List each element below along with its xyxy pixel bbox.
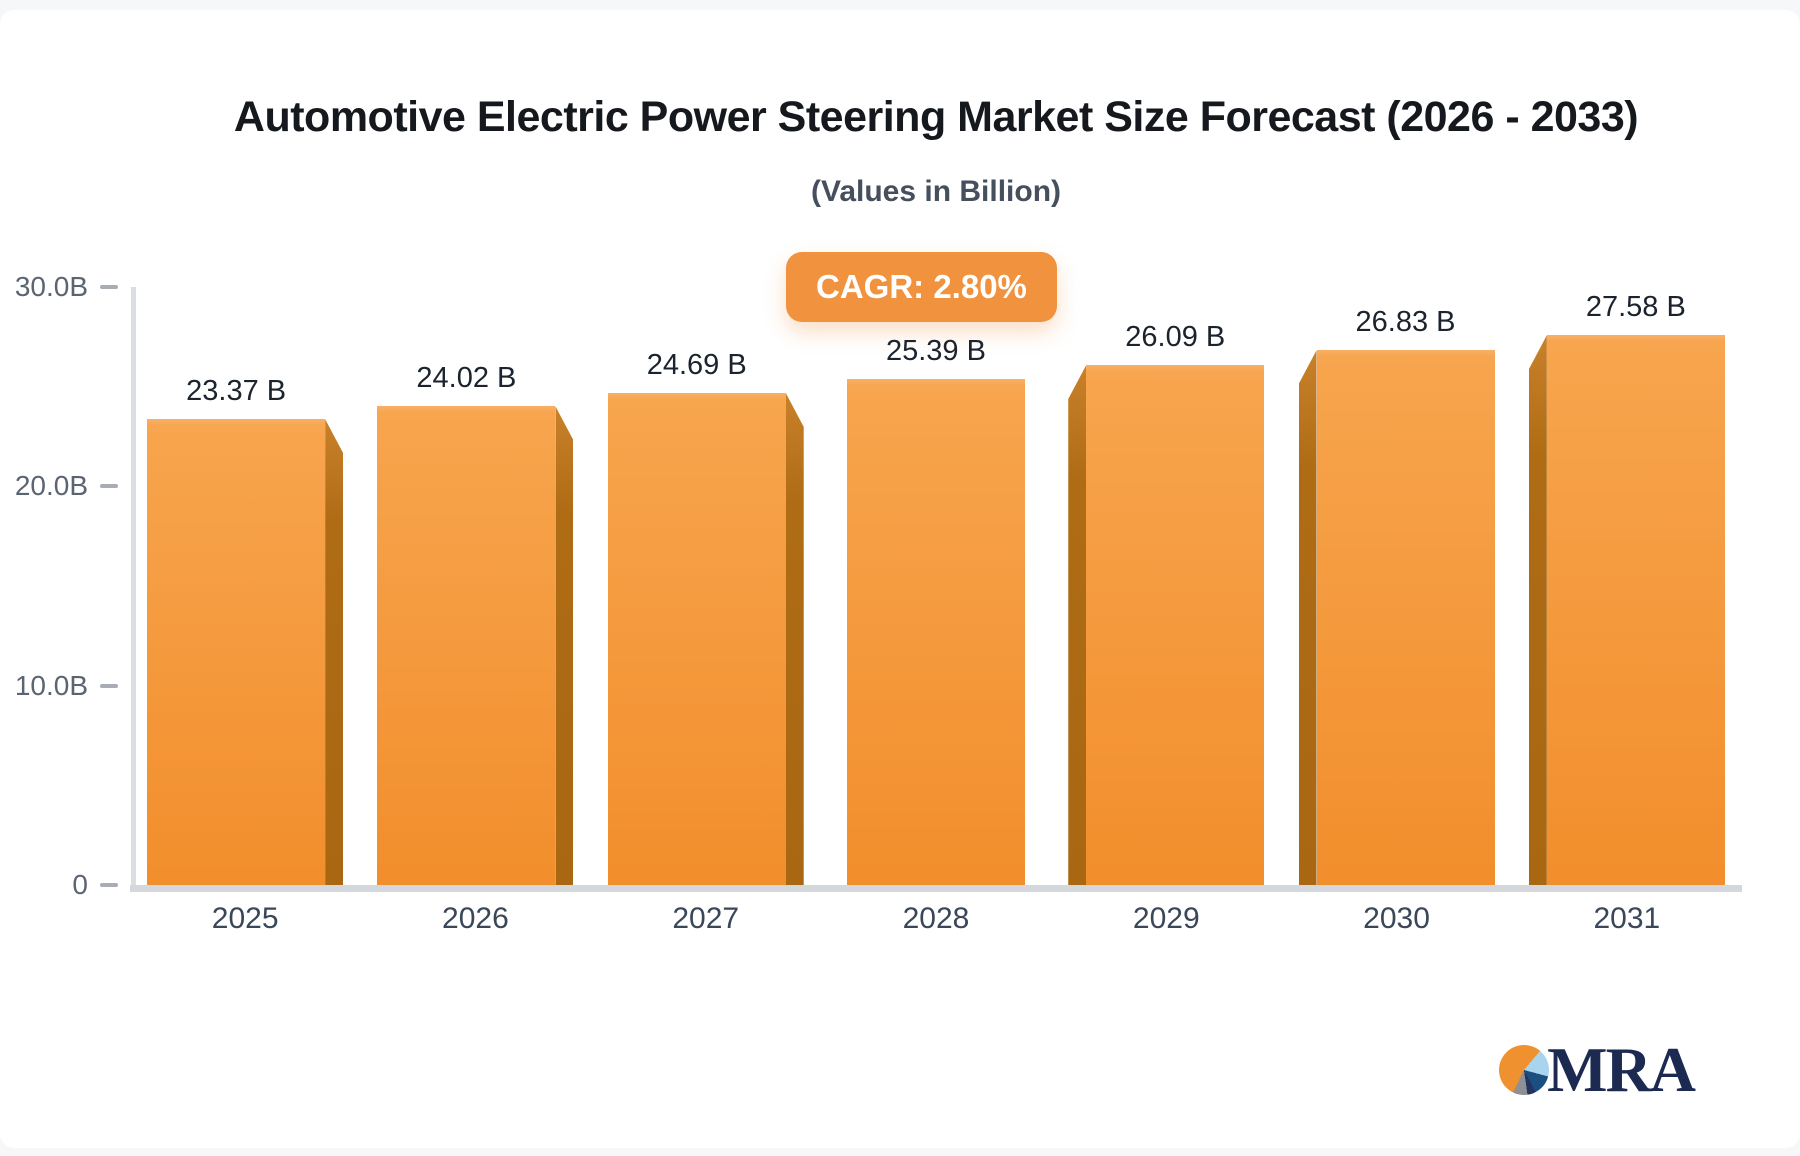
y-tick-label: 10.0B [14,669,88,701]
x-axis-label-2031: 2031 [1593,902,1661,935]
bar-side-shadow [555,406,574,885]
bar-side-shadow [1068,364,1087,885]
x-axis-line [130,885,1742,892]
mra-logo: MRA [1499,1034,1696,1105]
bar-2025[interactable]: 23.37 B [147,375,344,885]
x-axis-label-2029: 2029 [1132,902,1200,935]
bar-group-2025: 23.37 B 2025 [130,287,360,935]
bar-group-2029: 26.09 B 2029 [1051,287,1281,935]
bar-group-2030: 26.83 B 2030 [1281,287,1511,935]
bar-value-label: 27.58 B [1585,291,1686,324]
bar-side-shadow [1298,350,1317,885]
bar-2026[interactable]: 24.02 B [377,362,574,885]
bar-value-label: 26.09 B [1125,320,1226,353]
bar-2031[interactable]: 27.58 B [1528,291,1725,885]
chart-card: Automotive Electric Power Steering Marke… [0,10,1800,1148]
bar-group-2028: 25.39 B 2028 [821,287,1051,935]
y-tick-mark [100,883,118,887]
bar-face[interactable]: 23.37 B [147,375,326,885]
bar-side-shadow [325,419,344,885]
bar-side-shadow [785,392,804,885]
bar-value-label: 26.83 B [1355,306,1456,339]
bar-face[interactable]: 26.83 B [1316,306,1495,885]
y-tick-label: 30.0B [14,271,88,302]
plot-area: 30.0B 20.0B 10.0B 0 23.37 B 2025 24.02 B 2026 2… [15,271,1742,935]
bar-face[interactable]: 27.58 B [1546,291,1725,885]
y-axis-line [131,287,136,885]
bar-face[interactable]: 24.69 B [607,349,786,885]
y-tick-label: 20.0B [14,470,88,502]
x-axis-label-2025: 2025 [211,902,279,935]
y-tick-mark [100,285,118,289]
bar-2029[interactable]: 26.09 B [1068,321,1265,885]
y-tick-label: 0 [72,869,88,900]
y-tick-mark [100,683,118,688]
x-axis-label-2028: 2028 [902,902,970,935]
x-axis-label-2026: 2026 [442,902,509,935]
bar-face[interactable]: 24.02 B [377,362,556,885]
bar-side-shadow [1528,335,1547,885]
bar-group-2027: 24.69 B 2027 [591,287,821,935]
logo-text: MRA [1547,1034,1696,1105]
bar-2028[interactable]: 25.39 B [846,335,1025,885]
bar-face[interactable]: 25.39 B [846,335,1025,885]
y-tick-mark [100,484,118,489]
x-axis-label-2027: 2027 [672,902,740,935]
cagr-badge: CAGR: 2.80% [786,252,1057,322]
y-axis: 30.0B 20.0B 10.0B 0 [0,271,130,900]
bar-value-label: 24.02 B [416,362,517,395]
pie-chart-logo-icon [1499,1045,1550,1095]
bar-value-label: 25.39 B [885,334,986,367]
bar-value-label: 24.69 B [646,348,747,381]
chart-subtitle: (Values in Billion) [810,175,1062,208]
chart-title: Automotive Electric Power Steering Marke… [233,93,1639,141]
bar-2027[interactable]: 24.69 B [607,349,804,885]
bar-group-2031: 27.58 B 2031 [1512,287,1742,935]
bar-group-2026: 24.02 B 2026 [360,287,590,935]
bar-face[interactable]: 26.09 B [1086,321,1265,885]
bar-2030[interactable]: 26.83 B [1298,306,1495,885]
bar-value-label: 23.37 B [186,375,287,408]
x-axis-label-2030: 2030 [1363,902,1430,935]
